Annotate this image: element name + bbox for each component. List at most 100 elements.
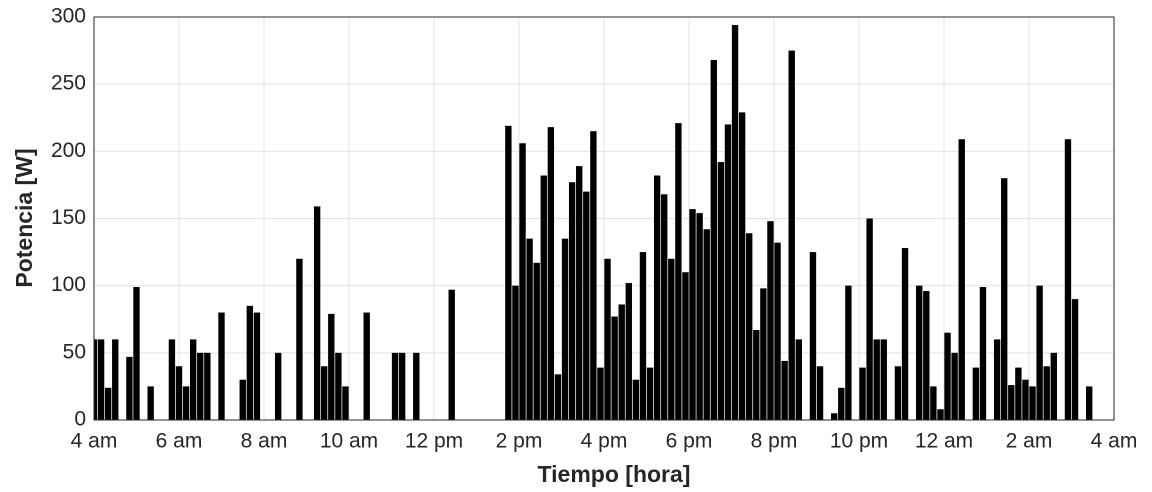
bar	[554, 374, 562, 420]
x-tick-label: 4 am	[1091, 430, 1138, 453]
bar	[583, 191, 590, 420]
bar	[526, 238, 533, 420]
bar	[1001, 178, 1008, 420]
bar	[880, 339, 887, 420]
bar	[175, 366, 183, 420]
x-tick-label: 2 pm	[496, 430, 543, 453]
bar	[94, 339, 98, 420]
bar	[1008, 385, 1015, 420]
bar	[866, 218, 873, 420]
bar	[646, 367, 654, 420]
y-tick-label: 0	[74, 408, 86, 431]
bar	[901, 248, 909, 420]
bar	[781, 360, 788, 420]
bar	[753, 329, 760, 420]
bar	[795, 339, 802, 420]
bar	[1036, 285, 1043, 420]
bar	[590, 131, 597, 420]
bar	[838, 387, 845, 420]
bar	[597, 367, 604, 420]
bar	[689, 209, 696, 420]
x-tick-label: 12 pm	[405, 430, 463, 453]
x-tick-label: 12 am	[915, 430, 973, 453]
x-tick-label: 8 pm	[751, 430, 798, 453]
bar	[448, 289, 455, 420]
bar	[126, 356, 133, 420]
x-axis-label: Tiempo [hora]	[538, 461, 691, 487]
bar	[97, 339, 105, 420]
bar	[632, 379, 640, 420]
bar	[1022, 379, 1029, 420]
bar	[944, 332, 951, 420]
bar	[979, 287, 987, 420]
bar	[639, 252, 647, 420]
bar	[168, 339, 176, 420]
bar	[604, 258, 611, 420]
bar	[972, 367, 980, 420]
bar	[873, 339, 880, 420]
x-tick-label: 6 am	[156, 430, 203, 453]
x-tick-label: 4 am	[71, 430, 118, 453]
bar	[391, 352, 399, 420]
y-tick-label: 100	[51, 273, 86, 296]
bar	[413, 352, 420, 420]
bar	[930, 386, 937, 420]
bar	[296, 258, 303, 420]
bar	[916, 285, 923, 420]
bar	[519, 143, 526, 420]
bar	[328, 313, 335, 420]
bar	[313, 206, 321, 420]
bar	[568, 182, 576, 420]
bar	[696, 213, 703, 420]
bar	[668, 258, 675, 420]
bar	[618, 304, 625, 420]
bar	[958, 139, 965, 420]
bar	[816, 366, 824, 420]
bar	[1015, 367, 1022, 420]
x-tick-label: 10 am	[320, 430, 378, 453]
bar	[342, 386, 349, 420]
bar	[533, 262, 540, 420]
bar	[182, 386, 190, 420]
x-tick-label: 6 pm	[666, 430, 713, 453]
bar	[1029, 386, 1036, 420]
bar	[760, 288, 767, 420]
bar	[1043, 366, 1050, 420]
bar	[133, 287, 140, 420]
bar	[675, 123, 682, 420]
x-tick-label: 2 am	[1006, 430, 1053, 453]
bar	[845, 285, 852, 420]
y-tick-label: 250	[51, 72, 86, 95]
bar	[253, 312, 261, 420]
bar	[1086, 386, 1093, 420]
bar	[774, 242, 781, 420]
bar	[767, 221, 774, 420]
bar	[611, 316, 618, 420]
bar	[363, 312, 370, 420]
bar	[505, 125, 512, 420]
bar	[831, 413, 838, 420]
bar	[398, 352, 406, 420]
bar	[112, 339, 119, 420]
y-tick-label: 300	[51, 5, 86, 28]
y-tick-label: 150	[51, 206, 86, 229]
bar	[724, 124, 732, 420]
bar	[682, 272, 689, 420]
bar	[731, 25, 739, 420]
bar	[717, 162, 725, 420]
x-tick-label: 8 am	[241, 430, 288, 453]
bar	[661, 194, 668, 420]
bar	[104, 387, 112, 420]
bar	[274, 352, 282, 420]
bar	[1064, 139, 1072, 420]
bar	[204, 352, 211, 420]
x-tick-label: 4 pm	[581, 430, 628, 453]
bar	[703, 229, 710, 420]
plot-frame	[93, 16, 1115, 421]
bar	[1050, 352, 1057, 420]
y-axis-label: Potencia [W]	[11, 148, 37, 287]
bar	[197, 352, 204, 420]
bar	[625, 282, 632, 420]
bar	[710, 59, 717, 420]
bar	[239, 379, 246, 420]
